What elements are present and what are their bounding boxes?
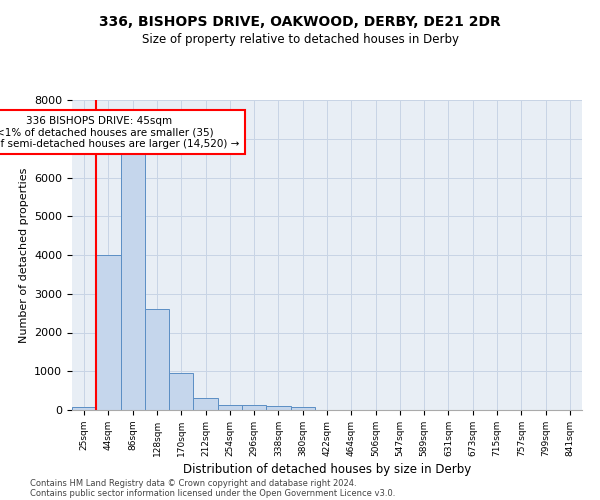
Text: Size of property relative to detached houses in Derby: Size of property relative to detached ho… (142, 32, 458, 46)
X-axis label: Distribution of detached houses by size in Derby: Distribution of detached houses by size … (183, 463, 471, 476)
Bar (96, 255, 121, 410)
Text: Contains public sector information licensed under the Open Government Licence v3: Contains public sector information licen… (30, 488, 395, 498)
Bar (145, 309, 169, 410)
Bar (266, 406, 290, 410)
Bar (218, 405, 242, 410)
Bar (72, 407, 96, 410)
Y-axis label: Number of detached properties: Number of detached properties (19, 168, 29, 342)
Text: Contains HM Land Registry data © Crown copyright and database right 2024.: Contains HM Land Registry data © Crown c… (30, 478, 356, 488)
Bar (242, 405, 266, 410)
Bar (121, 154, 145, 410)
Bar (193, 398, 218, 410)
Bar (169, 373, 193, 410)
Text: 336 BISHOPS DRIVE: 45sqm
← <1% of detached houses are smaller (35)
>99% of semi-: 336 BISHOPS DRIVE: 45sqm ← <1% of detach… (0, 116, 239, 148)
Text: 336, BISHOPS DRIVE, OAKWOOD, DERBY, DE21 2DR: 336, BISHOPS DRIVE, OAKWOOD, DERBY, DE21… (99, 15, 501, 29)
Bar (290, 407, 315, 410)
